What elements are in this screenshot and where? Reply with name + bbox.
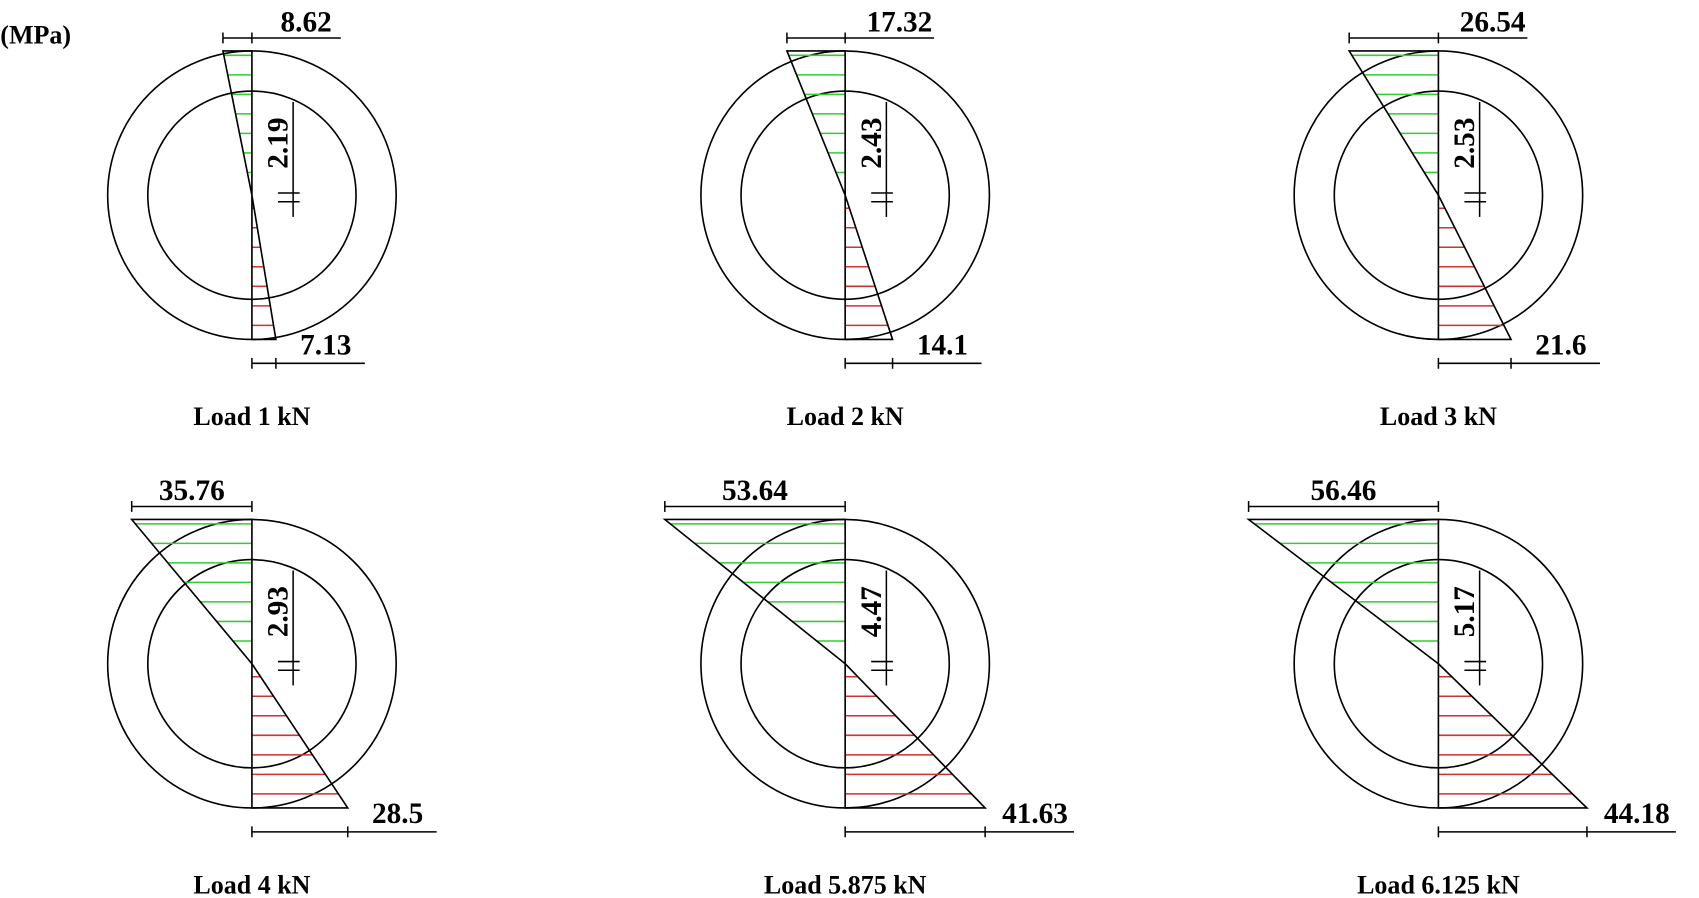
load-label: Load 6.125 kN [1357, 871, 1520, 898]
stress-bottom [251, 195, 277, 341]
neutral-offset: 2.19 [263, 118, 295, 169]
stress-bottom [1437, 194, 1513, 341]
neutral-offset: 4.47 [856, 586, 888, 637]
stress-top [221, 50, 253, 196]
top-stress-value: 17.32 [866, 6, 932, 38]
top-stress-value: 35.76 [159, 475, 225, 507]
bottom-stress-value: 41.63 [1002, 798, 1068, 830]
unit-label: (MPa) [0, 20, 71, 49]
bottom-stress-value: 28.5 [372, 798, 423, 830]
load-label: Load 4 kN [193, 871, 310, 898]
stress-bottom [844, 661, 988, 809]
neutral-offset: 2.53 [1449, 118, 1481, 169]
stress-bottom [251, 661, 350, 809]
stress-bottom [1437, 661, 1589, 809]
bottom-stress-value: 44.18 [1604, 798, 1670, 830]
stress-top [785, 50, 846, 196]
stress-bottom [844, 194, 894, 341]
neutral-offset: 2.93 [263, 586, 295, 637]
top-stress-value: 8.62 [281, 6, 332, 38]
neutral-offset: 2.43 [856, 118, 888, 169]
bottom-stress-value: 7.13 [300, 330, 351, 362]
stress-top [1347, 50, 1440, 199]
top-stress-value: 53.64 [722, 475, 788, 507]
bottom-stress-value: 14.1 [917, 330, 968, 362]
bottom-stress-value: 21.6 [1535, 330, 1586, 362]
load-label: Load 5.875 kN [764, 871, 927, 898]
top-stress-value: 26.54 [1460, 6, 1526, 38]
load-label: Load 3 kN [1380, 402, 1497, 431]
stress-top [662, 518, 846, 666]
neutral-offset: 5.17 [1449, 586, 1481, 637]
load-label: Load 2 kN [787, 402, 904, 431]
stress-top [1246, 518, 1440, 666]
load-label: Load 1 kN [193, 402, 310, 431]
stress-top [129, 518, 253, 666]
top-stress-value: 56.46 [1311, 475, 1377, 507]
